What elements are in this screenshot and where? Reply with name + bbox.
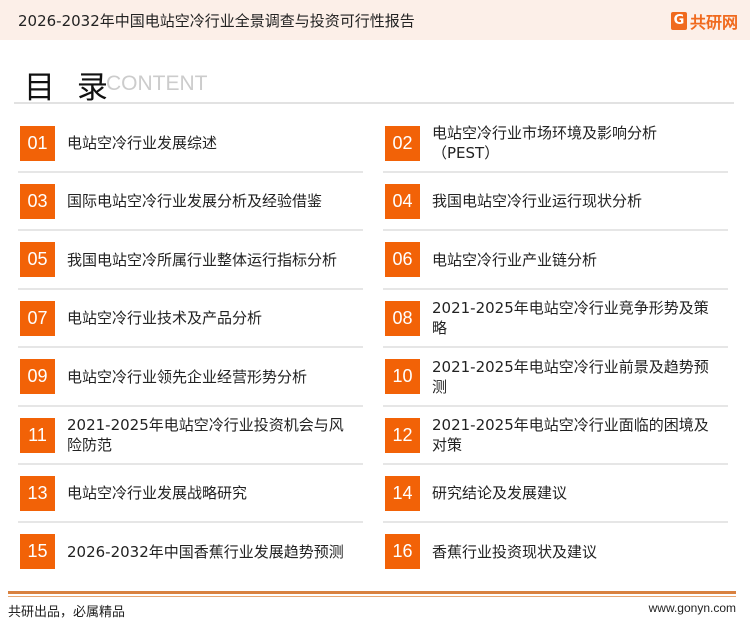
logo-icon: G	[670, 12, 687, 30]
row-divider	[18, 287, 363, 290]
item-number: 12	[385, 417, 420, 453]
item-number: 03	[20, 183, 55, 219]
item-number: 07	[20, 300, 55, 336]
item-label: 我国电站空冷所属行业整体运行指标分析	[67, 250, 338, 269]
toc-title: 目 录	[24, 70, 114, 106]
toc-item[interactable]: 04 我国电站空冷行业运行现状分析	[385, 176, 715, 226]
item-number: 01	[20, 125, 55, 161]
row-divider	[18, 171, 363, 173]
row-divider	[18, 463, 363, 465]
toc-item[interactable]: 16 香蕉行业投资现状及建议	[385, 527, 715, 577]
row-divider	[383, 463, 728, 465]
item-number: 04	[385, 183, 420, 219]
toc-subtitle: CONTENT	[106, 72, 208, 95]
footer-slogan: 共研出品，必属精品	[8, 605, 126, 620]
toc-item[interactable]: 08 2021-2025年电站空冷行业竞争形势及策略	[385, 293, 715, 343]
item-label: 香蕉行业投资现状及建议	[432, 542, 598, 561]
toc-item[interactable]: 06 电站空冷行业产业链分析	[385, 235, 715, 285]
item-label: 2021-2025年电站空冷行业面临的困境及对策	[432, 416, 709, 454]
item-number: 14	[385, 475, 420, 511]
logo: G 共研网	[670, 9, 738, 33]
toc-item[interactable]: 14 研究结论及发展建议	[385, 468, 715, 518]
item-number: 11	[20, 417, 55, 453]
toc-item[interactable]: 03 国际电站空冷行业发展分析及经验借鉴	[20, 176, 350, 226]
item-number: 09	[20, 359, 55, 395]
item-number: 13	[20, 475, 55, 511]
row-divider	[18, 404, 363, 407]
item-label: 我国电站空冷行业运行现状分析	[432, 192, 643, 211]
row-divider	[383, 287, 728, 290]
divider	[14, 102, 734, 104]
row-divider	[18, 346, 363, 349]
item-number: 15	[20, 534, 55, 570]
row-divider	[383, 229, 728, 232]
row-divider	[18, 521, 363, 524]
item-number: 08	[385, 300, 420, 336]
item-label: 国际电站空冷行业发展分析及经验借鉴	[67, 192, 323, 211]
footer-line	[8, 591, 736, 594]
row-divider	[383, 346, 728, 349]
item-number: 05	[20, 242, 55, 278]
item-label: 电站空冷行业发展综述	[67, 134, 218, 152]
item-label: 电站空冷行业市场环境及影响分析（PEST）	[432, 124, 658, 162]
item-label: 电站空冷行业发展战略研究	[67, 484, 248, 503]
item-label: 电站空冷行业产业链分析	[432, 250, 598, 269]
item-number: 10	[385, 359, 420, 395]
item-label: 2021-2025年电站空冷行业竞争形势及策略	[432, 299, 709, 338]
item-number: 02	[385, 125, 420, 161]
item-label: 2021-2025年电站空冷行业投资机会与风险防范	[67, 416, 344, 454]
item-number: 16	[385, 534, 420, 570]
row-divider	[18, 229, 363, 232]
item-label: 2026-2032年中国香蕉行业发展趋势预测	[67, 542, 344, 561]
toc-item[interactable]: 07 电站空冷行业技术及产品分析	[20, 293, 350, 343]
row-divider	[383, 521, 728, 524]
toc-item[interactable]: 13 电站空冷行业发展战略研究	[20, 468, 350, 518]
toc-item[interactable]: 12 2021-2025年电站空冷行业面临的困境及对策	[385, 410, 715, 460]
toc-item[interactable]: 11 2021-2025年电站空冷行业投资机会与风险防范	[20, 410, 350, 460]
toc-item[interactable]: 10 2021-2025年电站空冷行业前景及趋势预测	[385, 352, 715, 402]
footer-line-thin	[8, 596, 736, 597]
item-number: 06	[385, 242, 420, 278]
toc-item[interactable]: 15 2026-2032年中国香蕉行业发展趋势预测	[20, 527, 350, 577]
item-label: 电站空冷行业技术及产品分析	[67, 309, 263, 328]
toc-item[interactable]: 05 我国电站空冷所属行业整体运行指标分析	[20, 235, 350, 285]
row-divider	[383, 171, 728, 173]
footer-website: www.gonyn.com	[648, 601, 736, 615]
report-title: 2026-2032年中国电站空冷行业全景调查与投资可行性报告	[18, 12, 415, 30]
toc-item[interactable]: 01 电站空冷行业发展综述	[20, 118, 350, 168]
toc-item[interactable]: 02 电站空冷行业市场环境及影响分析（PEST）	[385, 118, 715, 168]
toc-item[interactable]: 09 电站空冷行业领先企业经营形势分析	[20, 352, 350, 402]
header-bar: 2026-2032年中国电站空冷行业全景调查与投资可行性报告 G 共研网	[0, 0, 750, 40]
item-label: 研究结论及发展建议	[432, 484, 568, 503]
row-divider	[383, 404, 728, 407]
item-label: 2021-2025年电站空冷行业前景及趋势预测	[432, 357, 709, 396]
item-label: 电站空冷行业领先企业经营形势分析	[67, 367, 308, 386]
